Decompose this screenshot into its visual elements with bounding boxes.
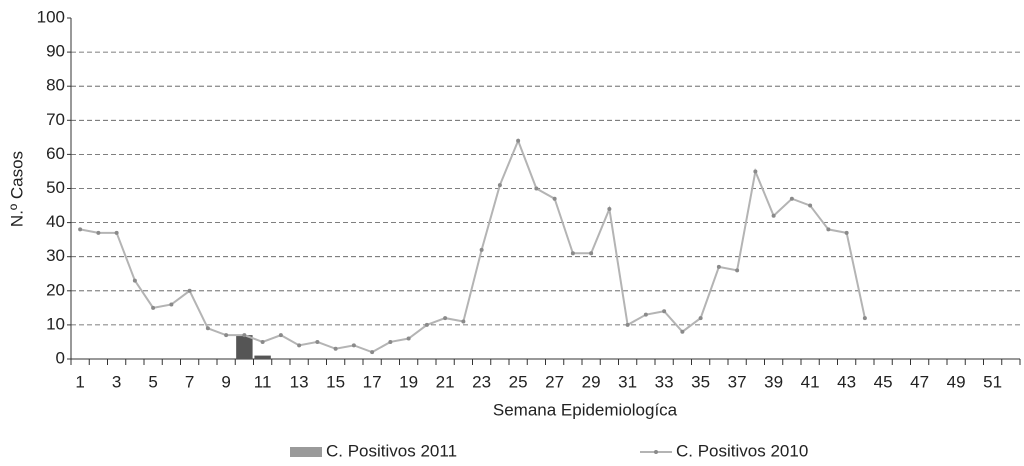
line-marker (278, 333, 283, 338)
x-tick-label: 31 (618, 372, 637, 391)
legend-marker (654, 450, 658, 454)
x-tick-label: 41 (801, 372, 820, 391)
x-tick-label: 51 (983, 372, 1002, 391)
line-marker (716, 264, 721, 269)
y-tick-label: 40 (46, 212, 65, 231)
line-marker (351, 343, 356, 348)
x-tick-label: 35 (691, 372, 710, 391)
line (79, 138, 866, 354)
line-marker (96, 230, 101, 235)
line-marker (808, 203, 813, 208)
x-tick-label: 21 (436, 372, 455, 391)
x-tick-label: 37 (728, 372, 747, 391)
line-marker (643, 312, 648, 317)
y-axis-title: N.º Casos (7, 151, 26, 227)
x-tick-label: 9 (221, 372, 230, 391)
line-marker (333, 346, 338, 351)
line-marker (497, 183, 502, 188)
y-tick-label: 60 (46, 144, 65, 163)
x-tick-label: 29 (582, 372, 601, 391)
x-tick-label: 45 (874, 372, 893, 391)
y-tick-label: 10 (46, 314, 65, 333)
line-marker (789, 196, 794, 201)
line-marker (753, 169, 758, 174)
legend-label: C. Positivos 2010 (676, 441, 808, 460)
x-tick-label: 27 (545, 372, 564, 391)
line-marker (297, 343, 302, 348)
line-marker (315, 339, 320, 344)
line-marker (826, 227, 831, 232)
line-marker (224, 333, 229, 338)
x-tick-label: 25 (509, 372, 528, 391)
line-marker (862, 316, 867, 321)
line-marker (78, 227, 83, 232)
x-tick-label: 47 (910, 372, 929, 391)
x-tick-label: 49 (947, 372, 966, 391)
line-marker (406, 336, 411, 341)
line-marker (589, 251, 594, 256)
legend-label: C. Positivos 2011 (326, 441, 457, 460)
y-tick-label: 70 (46, 110, 65, 129)
x-tick-label: 1 (75, 372, 84, 391)
line-marker (370, 350, 375, 355)
line-marker (771, 213, 776, 218)
x-tick-label: 5 (148, 372, 157, 391)
line-marker (260, 339, 265, 344)
y-tick-label: 0 (56, 348, 65, 367)
line-marker (552, 196, 557, 201)
y-tick-label: 90 (46, 42, 65, 61)
line-marker (625, 322, 630, 327)
line-marker (424, 322, 429, 327)
line-marker (114, 230, 119, 235)
line-marker (607, 206, 612, 211)
x-tick-label: 17 (363, 372, 382, 391)
x-axis-title: Semana Epidemiologíca (493, 400, 678, 419)
line-marker (169, 302, 174, 307)
line-marker (443, 316, 448, 321)
bar (236, 335, 253, 359)
line-marker (516, 138, 521, 143)
line-marker (461, 319, 466, 324)
x-tick-label: 19 (399, 372, 418, 391)
x-tick-label: 13 (290, 372, 309, 391)
x-tick-label: 3 (112, 372, 121, 391)
legend-swatch (290, 447, 322, 457)
line-marker (698, 316, 703, 321)
bar (254, 355, 271, 359)
y-tick-label: 30 (46, 246, 65, 265)
line-marker (151, 305, 156, 310)
y-tick-label: 20 (46, 280, 65, 299)
x-tick-label: 39 (764, 372, 783, 391)
x-tick-label: 23 (472, 372, 491, 391)
line-marker (662, 309, 667, 314)
line-marker (680, 329, 685, 334)
x-tick-label: 43 (837, 372, 856, 391)
line-marker (570, 251, 575, 256)
y-tick-label: 80 (46, 76, 65, 95)
line-marker (132, 278, 137, 283)
line-marker (534, 186, 539, 191)
x-tick-label: 7 (185, 372, 194, 391)
line-marker (388, 339, 393, 344)
line-marker (205, 326, 210, 331)
x-tick-label: 15 (326, 372, 345, 391)
line-marker (735, 268, 740, 273)
x-tick-label: 11 (254, 372, 272, 391)
y-tick-label: 100 (37, 7, 65, 26)
line-marker (479, 247, 484, 252)
x-tick-label: 33 (655, 372, 674, 391)
line-marker (187, 288, 192, 293)
line-marker (242, 333, 247, 338)
y-tick-label: 50 (46, 178, 65, 197)
line-marker (844, 230, 849, 235)
